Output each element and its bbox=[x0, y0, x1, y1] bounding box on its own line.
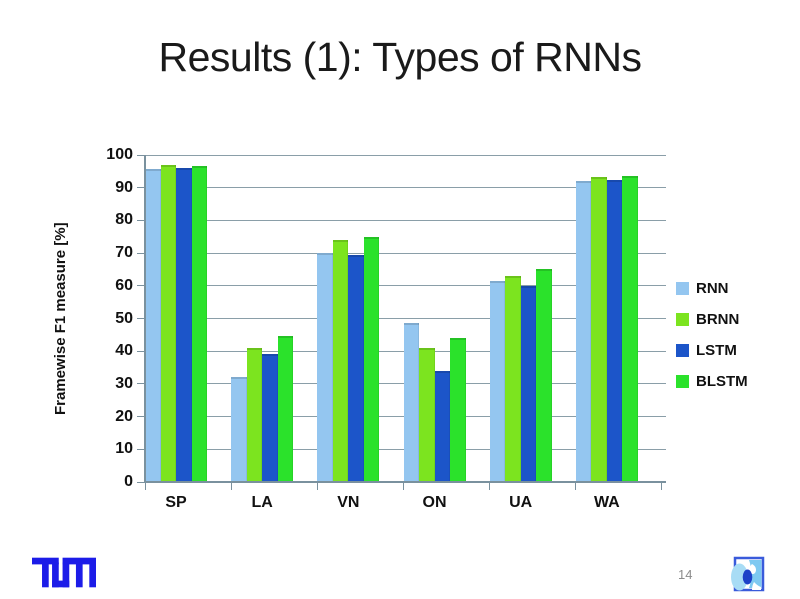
x-axis-tick bbox=[661, 483, 662, 490]
legend-label-brnn: BRNN bbox=[696, 310, 740, 328]
gridline bbox=[145, 252, 666, 254]
y-tick-label: 100 bbox=[106, 146, 133, 163]
bar-lstm-ua bbox=[520, 285, 537, 482]
x-tick-label: SP bbox=[165, 494, 187, 511]
bar-lstm-wa bbox=[606, 180, 623, 482]
y-tick-label: 90 bbox=[115, 178, 133, 196]
legend-swatch-blstm bbox=[676, 374, 689, 388]
bar-brnn-la bbox=[246, 347, 263, 482]
y-axis-tick bbox=[137, 154, 145, 156]
bar-brnn-sp bbox=[160, 165, 176, 482]
y-tick-label: 70 bbox=[115, 244, 133, 262]
bar-blstm-on bbox=[450, 338, 466, 482]
x-axis-tick bbox=[144, 483, 146, 490]
x-tick-label: WA bbox=[593, 494, 620, 511]
y-axis-tick bbox=[137, 187, 145, 189]
gridline bbox=[145, 219, 666, 221]
x-axis-tick bbox=[489, 483, 491, 490]
bar-rnn-wa bbox=[575, 181, 592, 482]
y-axis-tick bbox=[137, 448, 145, 450]
y-tick-label: 60 bbox=[115, 276, 133, 294]
x-axis-tick bbox=[403, 483, 404, 490]
y-tick-label: 50 bbox=[115, 309, 133, 327]
bar-blstm-wa bbox=[622, 176, 638, 482]
legend-item-rnn: RNN bbox=[676, 277, 748, 299]
page-number: 14 bbox=[678, 567, 693, 582]
gridline bbox=[145, 285, 666, 287]
bar-rnn-on bbox=[403, 323, 419, 482]
bar-chart-plot-area: 0 10 20 30 40 50 60 70 80 90 100 SP LA VN ON UA WA bbox=[106, 146, 666, 511]
bar-brnn-vn bbox=[332, 240, 349, 482]
y-tick-label: 80 bbox=[115, 211, 133, 229]
y-axis-tick bbox=[137, 416, 145, 418]
legend-item-blstm: BLSTM bbox=[676, 370, 748, 392]
y-axis-tick bbox=[137, 350, 145, 352]
tum-logo-icon bbox=[32, 557, 96, 588]
y-axis-tick bbox=[137, 285, 145, 287]
x-axis-tick bbox=[575, 483, 577, 490]
legend-label-rnn: RNN bbox=[696, 279, 729, 297]
bar-blstm-vn bbox=[363, 236, 380, 482]
legend-swatch-rnn bbox=[676, 281, 689, 295]
bar-brnn-wa bbox=[591, 176, 607, 482]
institute-logo-icon bbox=[731, 556, 765, 592]
bar-brnn-ua bbox=[505, 275, 521, 482]
gridline bbox=[145, 187, 666, 189]
legend-swatch-brnn bbox=[676, 312, 689, 326]
y-axis-line bbox=[144, 155, 146, 482]
x-tick-label: ON bbox=[422, 494, 447, 511]
legend-item-brnn: BRNN bbox=[676, 308, 748, 330]
bar-lstm-on bbox=[434, 370, 450, 482]
y-tick-label: 20 bbox=[115, 407, 133, 425]
y-axis-tick bbox=[137, 219, 145, 221]
bar-lstm-vn bbox=[348, 254, 364, 482]
bar-rnn-sp bbox=[145, 168, 161, 482]
y-axis-tick bbox=[137, 383, 145, 385]
legend-item-lstm: LSTM bbox=[676, 339, 748, 361]
y-axis-tick bbox=[137, 252, 145, 254]
bar-lstm-sp bbox=[176, 167, 192, 482]
x-axis-tick bbox=[316, 483, 318, 490]
y-axis-title: Framewise F1 measure [%] bbox=[52, 222, 69, 415]
x-axis-tick bbox=[230, 483, 232, 490]
y-tick-label: 0 bbox=[124, 473, 133, 490]
y-tick-label: 30 bbox=[115, 374, 133, 392]
y-tick-label: 40 bbox=[115, 342, 133, 360]
x-tick-label: VN bbox=[337, 494, 360, 511]
bar-blstm-ua bbox=[536, 269, 552, 482]
x-axis-line bbox=[145, 481, 666, 483]
bar-rnn-vn bbox=[317, 253, 333, 482]
legend-label-lstm: LSTM bbox=[696, 341, 737, 359]
legend-swatch-lstm bbox=[676, 343, 689, 357]
bar-blstm-la bbox=[277, 336, 294, 482]
gridline bbox=[145, 154, 666, 156]
y-axis-tick bbox=[137, 318, 145, 319]
bar-lstm-la bbox=[262, 354, 278, 482]
bar-brnn-on bbox=[419, 347, 435, 482]
bar-blstm-sp bbox=[191, 165, 207, 482]
legend-label-blstm: BLSTM bbox=[696, 372, 748, 390]
chart-legend: RNN BRNN LSTM BLSTM bbox=[676, 277, 748, 401]
x-tick-label: UA bbox=[509, 494, 533, 511]
y-axis-tick bbox=[137, 481, 145, 483]
bar-rnn-ua bbox=[489, 280, 506, 482]
bar-rnn-la bbox=[231, 377, 247, 482]
slide-title: Results (1): Types of RNNs bbox=[158, 34, 642, 80]
y-tick-label: 10 bbox=[115, 440, 133, 458]
x-tick-label: LA bbox=[251, 494, 273, 511]
gridline bbox=[145, 318, 666, 319]
